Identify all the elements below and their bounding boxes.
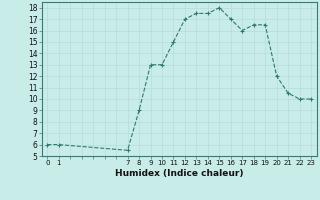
X-axis label: Humidex (Indice chaleur): Humidex (Indice chaleur) [115, 169, 244, 178]
